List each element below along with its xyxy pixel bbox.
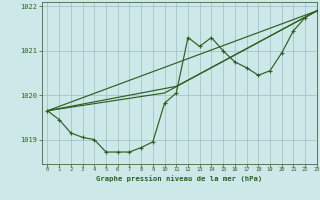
X-axis label: Graphe pression niveau de la mer (hPa): Graphe pression niveau de la mer (hPa) — [96, 175, 262, 182]
